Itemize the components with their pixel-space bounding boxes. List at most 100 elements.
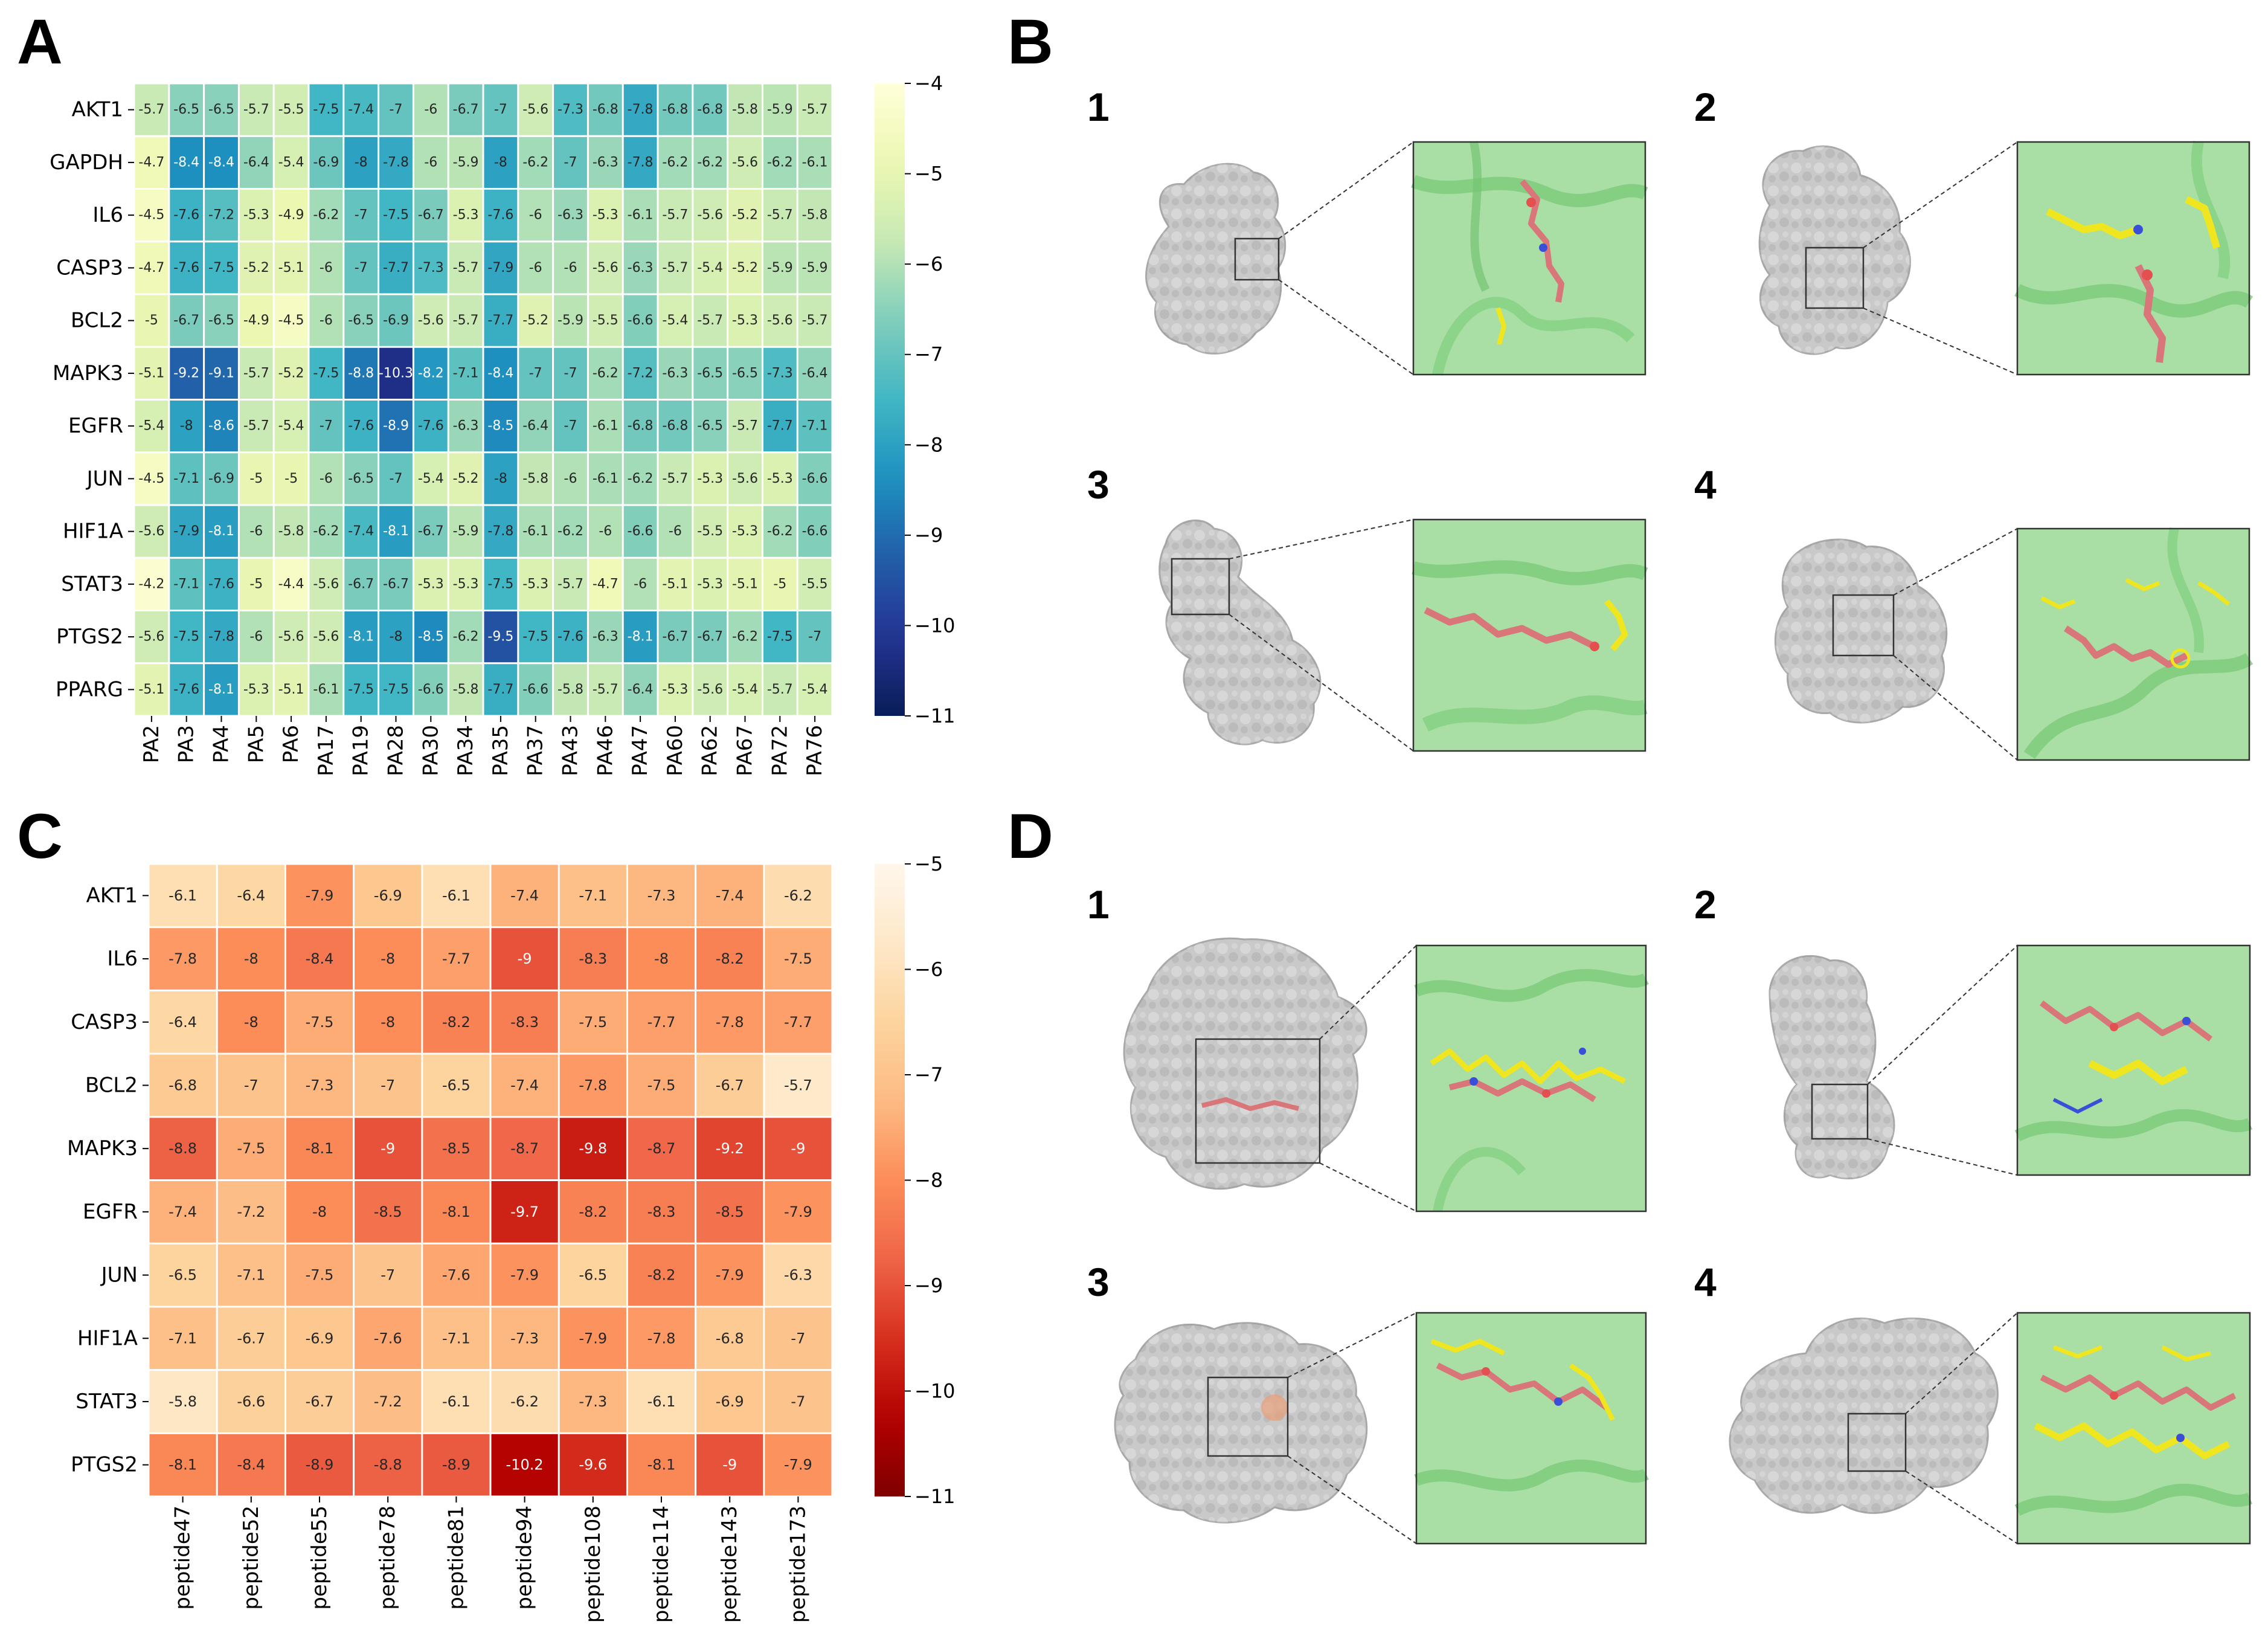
col-label: PA28 (384, 725, 408, 776)
heatmap-cell-value: -5.7 (662, 208, 688, 223)
heatmap-cell (623, 84, 657, 135)
heatmap-cell (379, 558, 413, 610)
heatmap-cell (205, 137, 238, 188)
heatmap-cell (696, 1181, 763, 1243)
heatmap-cell (149, 1434, 216, 1496)
heatmap-grid-bg (134, 83, 832, 716)
heatmap-cell (170, 664, 204, 715)
heatmap-cell-value: -6.4 (243, 155, 269, 170)
heatmap-cell-value: -5.2 (732, 208, 758, 223)
heatmap-cell (309, 611, 343, 663)
heatmap-cell (693, 137, 727, 188)
heatmap-cell-value: -6.5 (442, 1077, 471, 1093)
heatmap-cell-value: -6.6 (628, 524, 654, 539)
col-label: PA19 (349, 725, 373, 776)
heatmap-cell-value: -5.4 (138, 419, 164, 434)
heatmap-cell-value: -7 (381, 1077, 395, 1093)
heatmap-cell-value: -6.6 (802, 471, 828, 486)
heatmap-cell-value: -5.7 (453, 313, 479, 328)
heatmap-cell-value: -7.1 (173, 576, 199, 591)
heatmap-cell (559, 928, 626, 990)
colorbar-tick-label: −6 (914, 253, 943, 275)
heatmap-cell-value: -6.3 (662, 366, 688, 381)
heatmap-cell-value: -5.7 (243, 102, 269, 117)
heatmap-cell (554, 611, 587, 663)
col-label: PA30 (419, 725, 443, 776)
heatmap-cell-value: -6.4 (169, 1014, 197, 1031)
protein-texture (1115, 1322, 1367, 1523)
heatmap-cell (588, 84, 622, 135)
heatmap-cell-value: -5.7 (767, 682, 793, 697)
heatmap-cell (491, 1181, 558, 1243)
heatmap-cell (484, 242, 518, 294)
heatmap-cell (449, 664, 483, 715)
heatmap-c: -6.1 -6.4 -7.9 -6.9 -6.1 -7.4 -7.1 -7.3 -7.4 -6.2… (67, 852, 956, 1623)
protein-texture (1759, 146, 1910, 355)
heatmap-cell (449, 137, 483, 188)
heatmap-cell (484, 295, 518, 346)
heatmap-cell (449, 558, 483, 610)
heatmap-cell-value: -5.7 (732, 419, 758, 434)
heatmap-cell-value: -6.4 (237, 887, 265, 904)
heatmap-cell (559, 1307, 626, 1370)
heatmap-cell (696, 1244, 763, 1306)
col-label: peptide47 (171, 1506, 195, 1610)
heatmap-cell (344, 664, 378, 715)
heatmap-cell-value: -5.6 (278, 630, 304, 645)
heatmap-cell (274, 295, 308, 346)
heatmap-cell (414, 137, 448, 188)
col-label: peptide173 (786, 1506, 810, 1623)
heatmap-cell-value: -6.1 (593, 419, 618, 434)
heatmap-cell-value: -6.8 (169, 1077, 197, 1093)
panel-d-dock-2: 2 (1694, 882, 2253, 1180)
heatmap-cell (344, 295, 378, 346)
heatmap-cell (559, 991, 626, 1053)
colorbar-tick-label: −9 (914, 1274, 943, 1297)
heatmap-cell (286, 865, 353, 927)
heatmap-cell-value: -6.2 (767, 524, 793, 539)
heatmap-cell (588, 190, 622, 241)
heatmap-cell-value: -7 (564, 366, 577, 381)
heatmap-cell-value: -8.4 (173, 155, 199, 170)
zoom-line-top (1905, 1312, 2018, 1414)
heatmap-cell (798, 295, 832, 346)
heatmap-cell (414, 347, 448, 399)
docking-closeup (1414, 944, 1649, 1213)
heatmap-cell (491, 1371, 558, 1432)
heatmap-cell (205, 453, 238, 504)
heatmap-cell (519, 190, 553, 241)
heatmap-cell (217, 1118, 284, 1179)
col-label: PA43 (559, 725, 583, 776)
protein-texture (1775, 540, 1947, 723)
heatmap-cell-value: -9.2 (173, 366, 199, 381)
heatmap-cell (588, 453, 622, 504)
heatmap-cell (728, 453, 762, 504)
heatmap-cell (763, 611, 797, 663)
heatmap-cell-value: -6.5 (208, 313, 234, 328)
heatmap-cell-value: -5.2 (522, 313, 548, 328)
heatmap-cell (205, 242, 238, 294)
col-label: PA3 (175, 725, 199, 763)
heatmap-cell-value: -7 (355, 208, 368, 223)
heatmap-cell-value: -6 (424, 102, 437, 117)
heatmap-cell (519, 611, 553, 663)
heatmap-cell-value: -9.2 (716, 1140, 744, 1157)
heatmap-cell (484, 506, 518, 557)
row-label: HIF1A (77, 1326, 138, 1350)
heatmap-cell (519, 401, 553, 452)
protein-texture (1124, 938, 1367, 1189)
heatmap-cell-value: -8 (390, 630, 403, 645)
heatmap-cell (449, 190, 483, 241)
heatmap-cell-value: -7.8 (383, 155, 409, 170)
heatmap-cell-value: -7.1 (169, 1330, 197, 1347)
heatmap-cell-value: -6.5 (732, 366, 758, 381)
heatmap-cell (763, 401, 797, 452)
protein-texture (1146, 164, 1285, 354)
heatmap-cell-value: -6.6 (418, 682, 444, 697)
heatmap-cell-value: -5.2 (453, 471, 479, 486)
heatmap-cell (554, 190, 587, 241)
heatmap-cell (355, 928, 422, 990)
heatmap-cell-value: -7.7 (647, 1014, 676, 1031)
heatmap-cell (696, 1054, 763, 1116)
